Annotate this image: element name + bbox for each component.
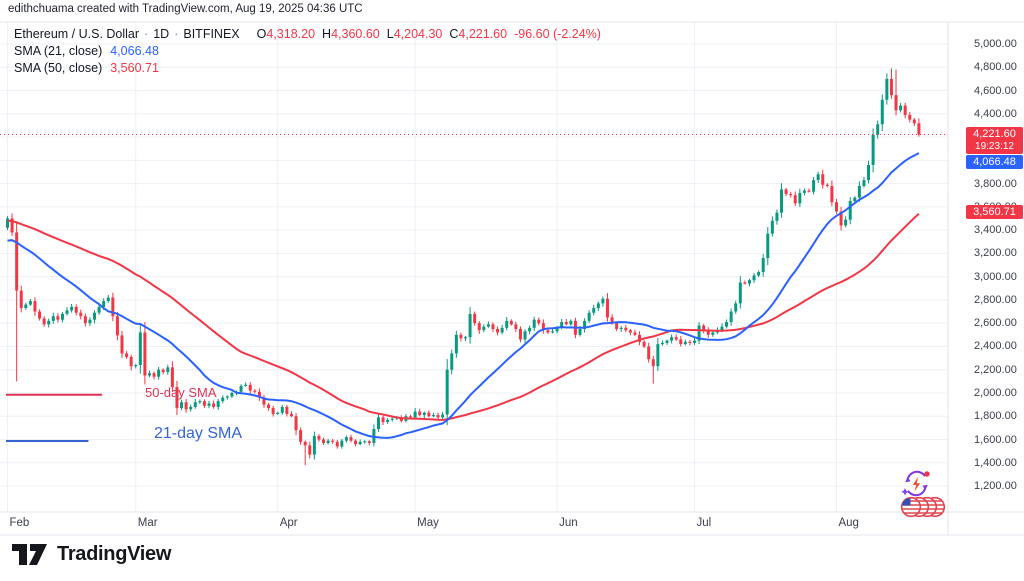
- y-axis-label: 1,400.00: [974, 456, 1017, 469]
- tradingview-logo[interactable]: TradingView: [11, 543, 171, 566]
- legend-sma21-row: SMA (21, close) 4,066.48: [14, 43, 601, 60]
- close-value: 4,221.60: [458, 27, 508, 41]
- ohlc-values: O4,318.20 H4,360.60 L4,204.30 C4,221.60: [250, 27, 507, 41]
- low-key: L: [386, 27, 394, 41]
- sma50-indicator-value: 3,560.71: [110, 61, 159, 75]
- annotation-21day-sma-label[interactable]: 21-day SMA: [154, 425, 243, 442]
- x-axis-label: Feb: [9, 517, 30, 529]
- x-axis-label: Mar: [137, 517, 158, 529]
- change-value: -96.60 (-2.24%): [514, 27, 601, 41]
- sma21-price-value: 4,066.48: [973, 155, 1016, 168]
- y-axis-label: 2,800.00: [974, 293, 1017, 306]
- legend: Ethereum / U.S. Dollar · 1D · BITFINEX O4,318…: [14, 26, 601, 77]
- x-axis-label: Jun: [559, 517, 578, 529]
- legend-symbol-row: Ethereum / U.S. Dollar · 1D · BITFINEX O4,318…: [14, 26, 601, 43]
- y-axis-label: 2,000.00: [974, 386, 1017, 399]
- tradingview-logo-mark: [12, 544, 47, 565]
- ai-refresh-icon[interactable]: [898, 468, 950, 522]
- y-axis-label: 2,200.00: [974, 363, 1017, 376]
- flag-coins-icon[interactable]: [898, 494, 950, 522]
- y-axis-label: 3,400.00: [974, 224, 1017, 237]
- sma21-line[interactable]: [7, 152, 920, 439]
- x-axis-label: May: [417, 517, 439, 529]
- sma21-price-badge: 4,066.48: [966, 154, 1023, 169]
- open-value: 4,318.20: [266, 27, 316, 41]
- exchange-label[interactable]: BITFINEX: [183, 27, 240, 41]
- open-key: O: [256, 27, 267, 41]
- close-key: C: [449, 27, 459, 41]
- x-axis-label: Jul: [696, 517, 712, 529]
- separator-dot: ·: [174, 27, 179, 41]
- sma50-indicator-label[interactable]: SMA (50, close): [14, 61, 103, 75]
- y-axis-label: 4,800.00: [974, 61, 1017, 74]
- y-axis-label: 1,200.00: [974, 480, 1017, 493]
- low-value: 4,204.30: [393, 27, 443, 41]
- y-axis-label: 3,800.00: [974, 177, 1017, 190]
- y-axis-label: 5,000.00: [974, 38, 1017, 50]
- last-price-badge: 4,221.60 19:23:12: [966, 127, 1023, 154]
- symbol-title[interactable]: Ethereum / U.S. Dollar: [14, 27, 140, 41]
- attribution-text: edithchuama created with TradingView.com…: [8, 3, 363, 15]
- y-axis-label: 4,400.00: [974, 107, 1017, 120]
- y-axis-label: 3,000.00: [974, 270, 1017, 283]
- sma50-line[interactable]: [7, 213, 920, 421]
- sma50-price-badge: 3,560.71: [966, 204, 1023, 219]
- high-key: H: [322, 27, 332, 41]
- y-axis-label: 2,600.00: [974, 317, 1017, 330]
- y-axis-label: 4,600.00: [974, 84, 1017, 97]
- x-axis-label: Aug: [838, 517, 859, 529]
- last-price-value: 4,221.60: [973, 128, 1016, 140]
- y-axis-label: 3,200.00: [974, 247, 1017, 260]
- y-axis-label: 1,600.00: [974, 433, 1017, 446]
- tradingview-logo-text: TradingView: [57, 543, 172, 565]
- bar-countdown: 19:23:12: [975, 141, 1014, 152]
- legend-sma50-row: SMA (50, close) 3,560.71: [14, 60, 601, 77]
- separator-dot: ·: [144, 27, 149, 41]
- interval-label[interactable]: 1D: [153, 27, 170, 41]
- sma21-indicator-value: 4,066.48: [110, 44, 159, 58]
- candlestick-series: [6, 68, 921, 466]
- annotation-50day-sma-label[interactable]: 50-day SMA: [145, 385, 217, 400]
- sma21-indicator-label[interactable]: SMA (21, close): [14, 44, 103, 58]
- high-value: 4,360.60: [331, 27, 380, 41]
- sma50-price-value: 3,560.71: [973, 205, 1016, 218]
- y-axis-label: 1,800.00: [974, 410, 1017, 423]
- x-axis-label: Apr: [279, 517, 298, 529]
- y-axis-label: 2,400.00: [974, 340, 1017, 353]
